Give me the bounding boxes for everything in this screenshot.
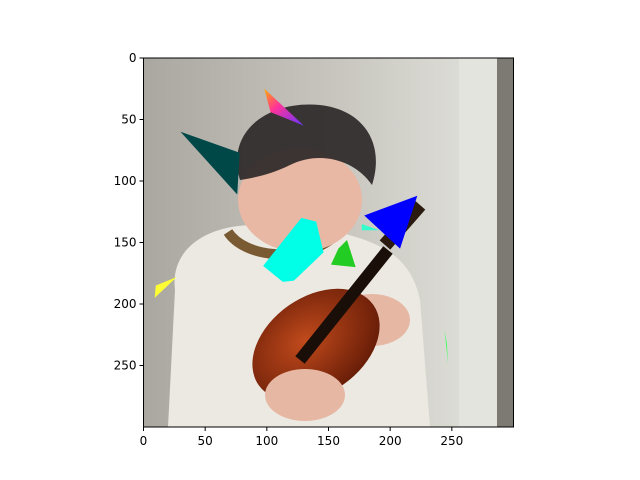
y-tick-label: 0	[129, 51, 137, 65]
dark-teal-triangle	[180, 131, 240, 195]
x-tick-label: 150	[317, 434, 340, 448]
plot-image	[143, 58, 514, 427]
y-tick-label: 250	[114, 359, 137, 373]
blue-triangle	[364, 195, 418, 249]
y-tick-label: 150	[114, 236, 137, 250]
green-sliver	[444, 329, 449, 365]
x-tick-label: 100	[255, 434, 278, 448]
x-tick-label: 250	[440, 434, 463, 448]
y-tick-label: 50	[121, 113, 136, 127]
yellow-triangle	[154, 276, 177, 298]
cyan-quad	[263, 217, 324, 282]
aqua-sliver	[361, 224, 380, 231]
x-tick-label: 200	[379, 434, 402, 448]
y-tick-label: 200	[114, 297, 137, 311]
rainbow-triangle	[264, 88, 304, 126]
green-triangle	[330, 240, 356, 268]
x-tick-label: 0	[140, 434, 148, 448]
y-tick-label: 100	[114, 174, 137, 188]
x-tick-label: 50	[198, 434, 213, 448]
